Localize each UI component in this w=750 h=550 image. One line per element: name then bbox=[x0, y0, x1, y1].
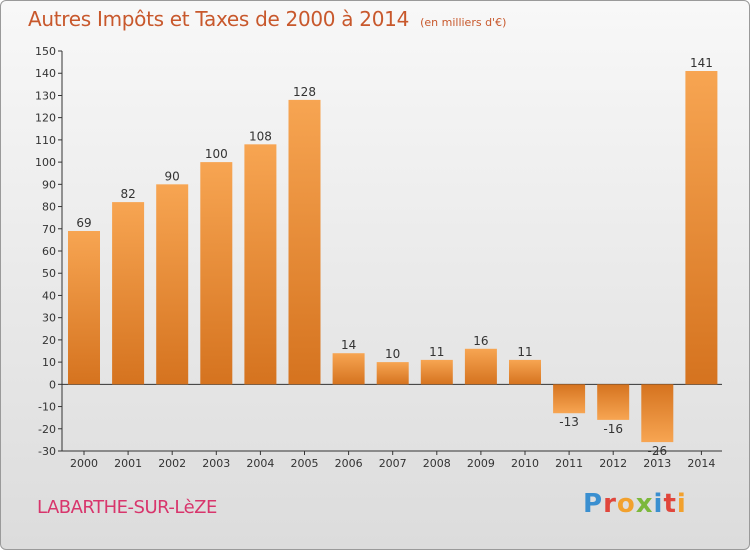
bar bbox=[112, 202, 145, 385]
data-label: 128 bbox=[293, 85, 316, 99]
bar bbox=[464, 348, 497, 385]
y-tick-label: -30 bbox=[38, 445, 56, 458]
logo-letter: P bbox=[583, 489, 604, 519]
y-tick-label: 80 bbox=[42, 201, 56, 214]
data-label: 69 bbox=[76, 216, 91, 230]
bar bbox=[553, 384, 586, 414]
bar bbox=[597, 384, 630, 420]
x-tick-label: 2003 bbox=[202, 457, 230, 470]
x-tick-label: 2006 bbox=[335, 457, 363, 470]
proxiti-logo: Proxiti bbox=[583, 489, 687, 519]
data-label: 11 bbox=[517, 345, 532, 359]
y-tick-label: 30 bbox=[42, 312, 56, 325]
data-label: -13 bbox=[559, 415, 579, 429]
x-tick-label: 2005 bbox=[291, 457, 319, 470]
y-tick-label: 90 bbox=[42, 178, 56, 191]
y-tick-label: 130 bbox=[35, 89, 56, 102]
x-tick-label: 2014 bbox=[687, 457, 715, 470]
x-tick-label: 2012 bbox=[599, 457, 627, 470]
logo-letter: t bbox=[663, 489, 677, 519]
bar bbox=[332, 353, 365, 385]
y-tick-label: 140 bbox=[35, 67, 56, 80]
bar bbox=[641, 384, 674, 443]
y-tick-label: 110 bbox=[35, 134, 56, 147]
y-tick-label: 50 bbox=[42, 267, 56, 280]
data-label: 16 bbox=[473, 334, 488, 348]
data-label: 82 bbox=[120, 187, 135, 201]
bar bbox=[288, 99, 321, 385]
y-tick-label: 60 bbox=[42, 245, 56, 258]
bars bbox=[68, 71, 718, 443]
y-tick-label: 40 bbox=[42, 289, 56, 302]
y-tick-label: 100 bbox=[35, 156, 56, 169]
data-label: 141 bbox=[690, 56, 713, 70]
x-tick-label: 2013 bbox=[643, 457, 671, 470]
y-tick-label: 0 bbox=[49, 378, 56, 391]
chart-unit-text: (en milliers d'€) bbox=[420, 16, 507, 29]
bar bbox=[376, 362, 409, 385]
chart-title-text: Autres Impôts et Taxes de 2000 à 2014 bbox=[28, 7, 409, 31]
x-tick-label: 2007 bbox=[379, 457, 407, 470]
bar bbox=[685, 71, 718, 385]
x-tick-label: 2002 bbox=[158, 457, 186, 470]
axes: -30 -20 -10 0 10 20 30 40 50 60 70 80 90 100 110 120 130… bbox=[35, 45, 722, 470]
commune-name: LABARTHE-SUR-LèZE bbox=[37, 497, 217, 518]
bar bbox=[156, 184, 189, 385]
logo-letter: r bbox=[603, 489, 617, 519]
data-label: 14 bbox=[341, 338, 356, 352]
x-tick-label: 2009 bbox=[467, 457, 495, 470]
logo-letter: i bbox=[676, 489, 687, 519]
y-tick-label: 120 bbox=[35, 112, 56, 125]
y-tick-label: -20 bbox=[38, 423, 56, 436]
data-label: 10 bbox=[385, 347, 400, 361]
y-tick-label: 20 bbox=[42, 334, 56, 347]
x-tick-label: 2011 bbox=[555, 457, 583, 470]
y-tick-label: 70 bbox=[42, 223, 56, 236]
data-label: 11 bbox=[429, 345, 444, 359]
x-tick-label: 2010 bbox=[511, 457, 539, 470]
bar bbox=[509, 359, 541, 385]
logo-letter: i bbox=[653, 489, 664, 519]
x-tick-label: 2008 bbox=[423, 457, 451, 470]
chart-title: Autres Impôts et Taxes de 2000 à 2014 (e… bbox=[28, 7, 506, 31]
x-tick-label: 2004 bbox=[246, 457, 274, 470]
x-tick-label: 2000 bbox=[70, 457, 98, 470]
data-labels: 69 82 90 100 108 128 14 10 11 16 11 -13 -16 -26 141 bbox=[76, 56, 712, 458]
bar bbox=[68, 231, 100, 385]
y-tick-label: 150 bbox=[35, 45, 56, 58]
bar bbox=[420, 359, 453, 385]
data-label: 100 bbox=[205, 147, 228, 161]
data-label: 108 bbox=[249, 129, 272, 143]
y-tick-label: -10 bbox=[38, 401, 56, 414]
bar bbox=[200, 162, 233, 385]
logo-letter: x bbox=[635, 489, 654, 519]
x-tick-label: 2001 bbox=[114, 457, 142, 470]
data-label: -16 bbox=[603, 422, 623, 436]
data-label: -26 bbox=[647, 444, 667, 458]
data-label: 90 bbox=[165, 169, 180, 183]
logo-letter: o bbox=[616, 489, 636, 519]
y-tick-label: 10 bbox=[42, 356, 56, 369]
bar bbox=[244, 144, 277, 385]
